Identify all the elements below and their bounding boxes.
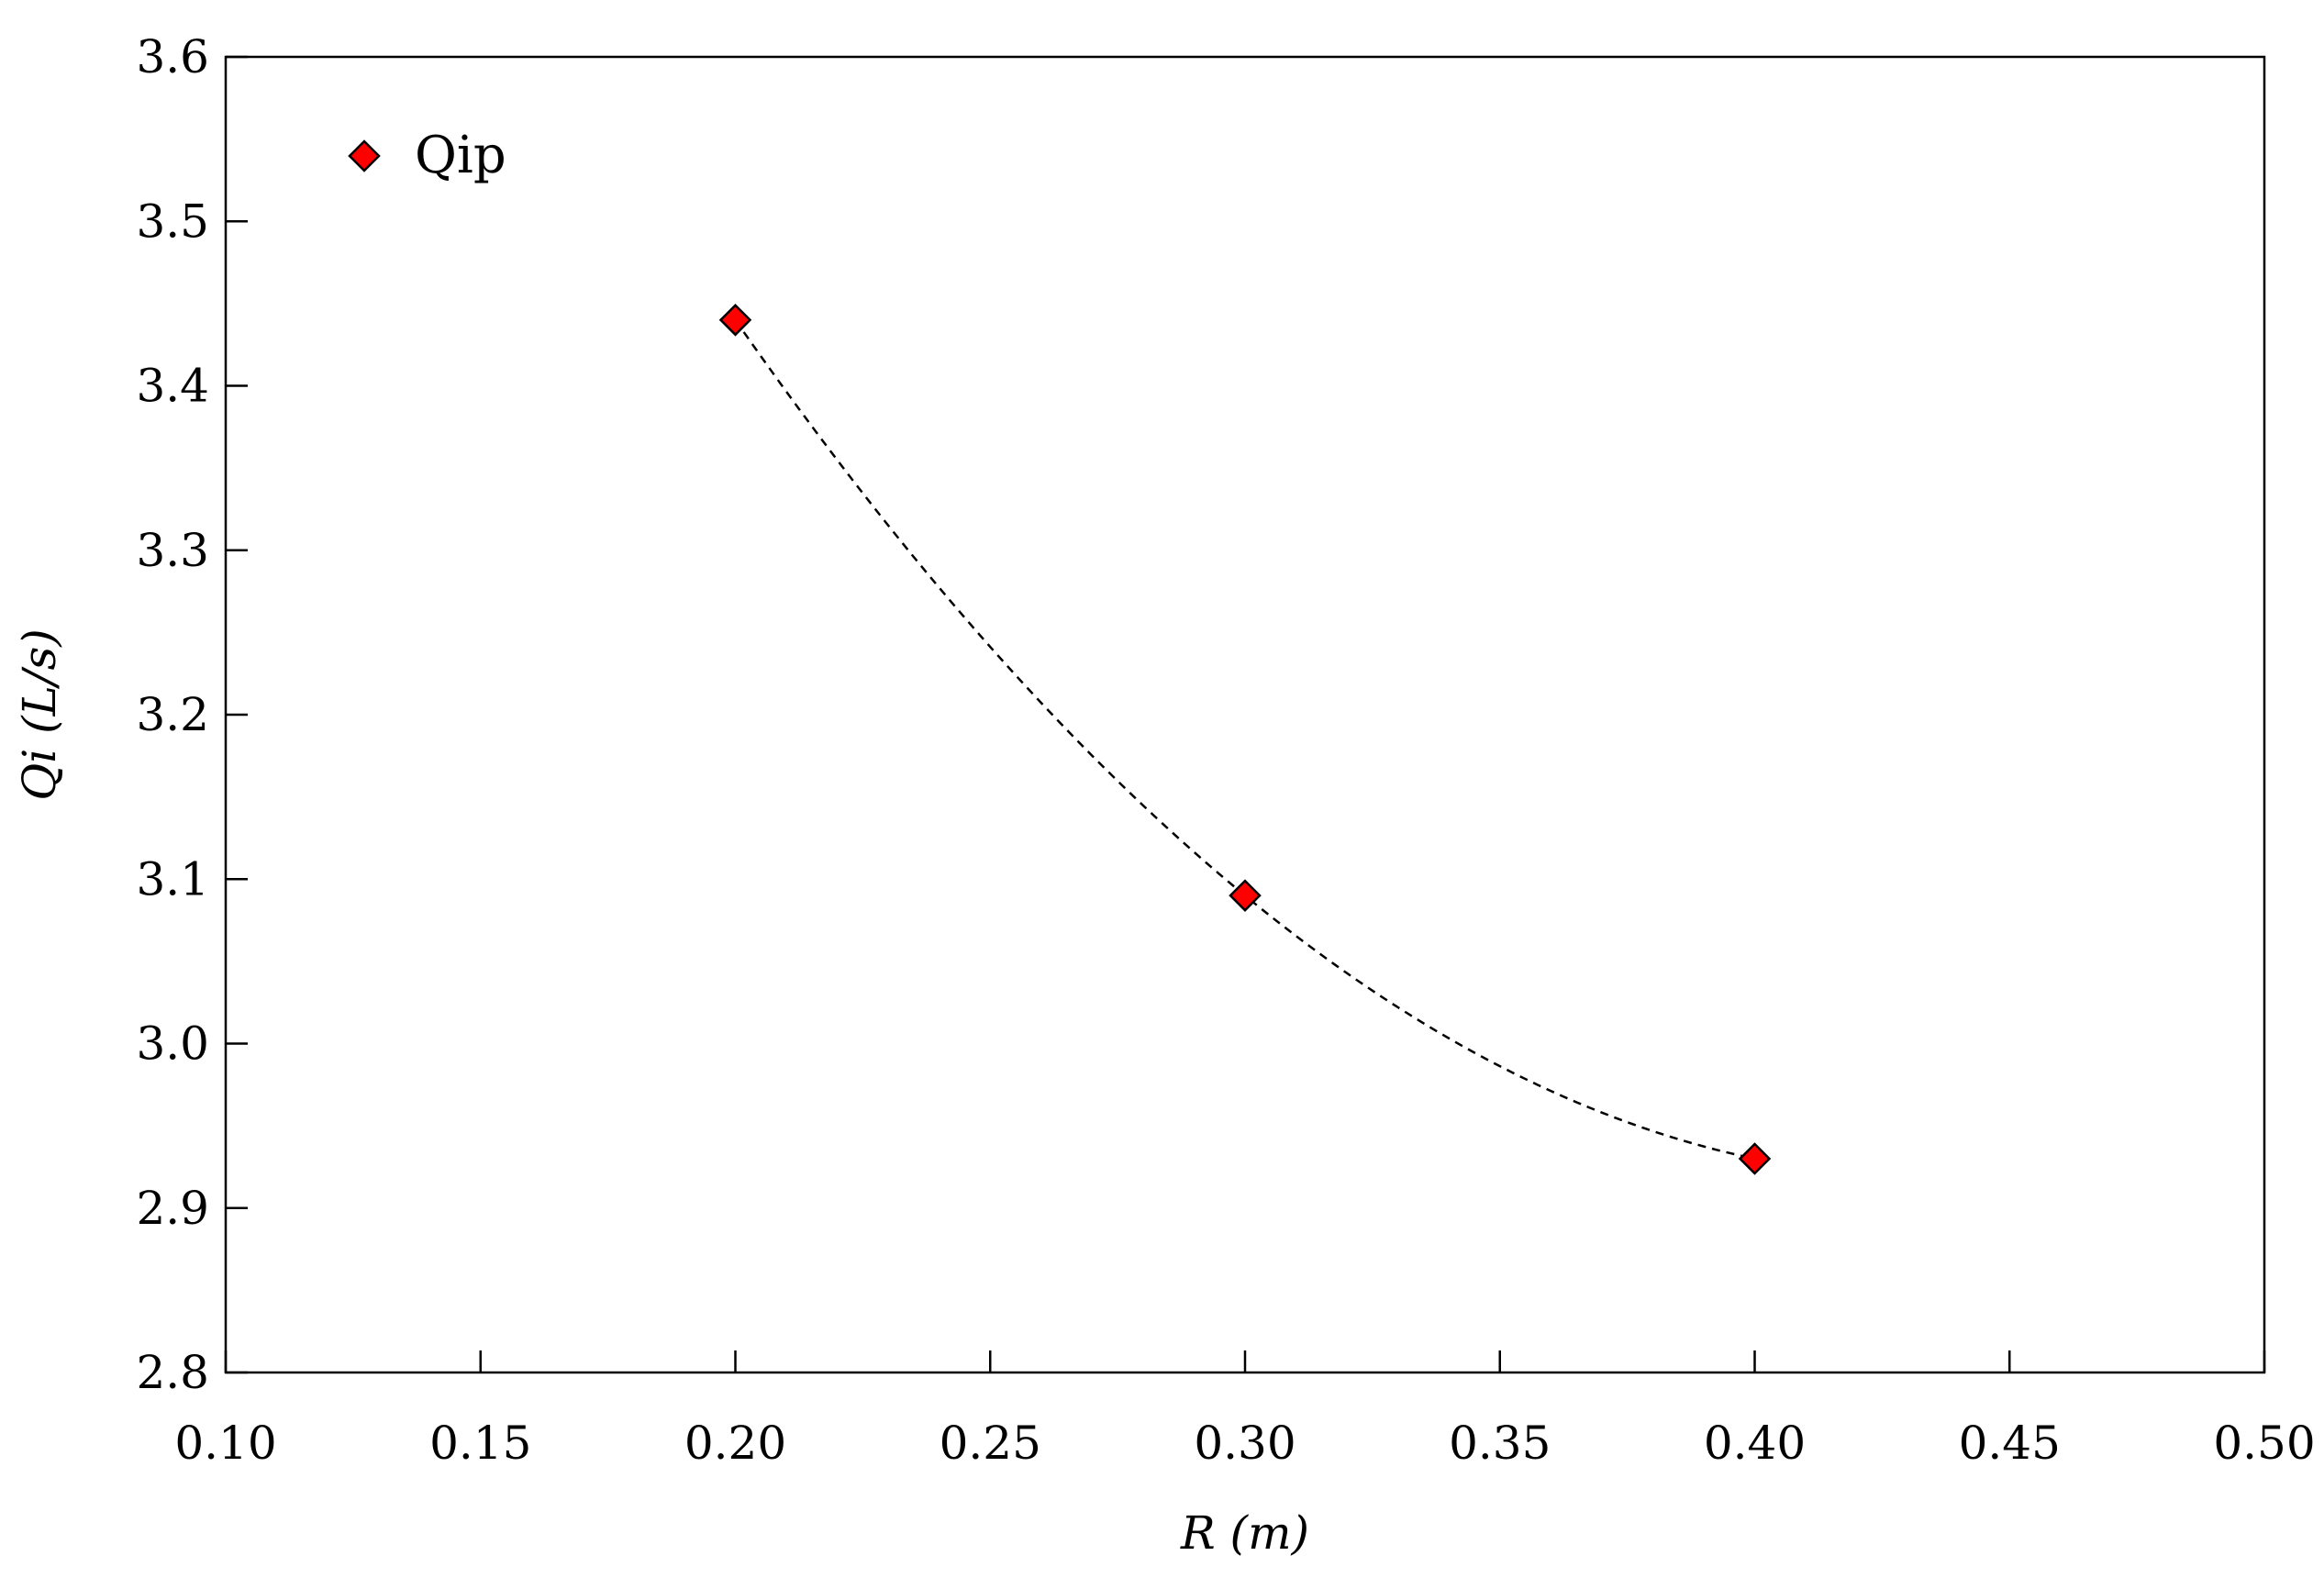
- trendline-group: [734, 319, 1755, 1161]
- y-tick-label: 3.6: [136, 30, 209, 83]
- plot-area-frame: [224, 55, 2266, 1374]
- y-tick-label: 2.9: [136, 1182, 209, 1235]
- y-axis: 2.8 2.9 3.0 3.1 3.2 3.3 3.4 3.5 3.6: [136, 30, 248, 1399]
- x-tick-label: 0.50: [2213, 1417, 2315, 1470]
- y-tick-label: 3.2: [136, 688, 209, 741]
- data-point: [1738, 1142, 1772, 1175]
- y-axis-title: Qi (L/s): [13, 628, 66, 801]
- x-tick-label: 0.35: [1449, 1417, 1551, 1470]
- x-tick-label: 0.10: [174, 1417, 276, 1470]
- trendline: [734, 319, 1755, 1161]
- y-tick-label: 3.5: [136, 194, 209, 248]
- x-tick-label: 0.45: [1959, 1417, 2061, 1470]
- data-point: [718, 304, 752, 337]
- y-tick-label: 3.4: [136, 360, 209, 413]
- x-tick-label: 0.30: [1194, 1417, 1295, 1470]
- y-tick-label: 3.3: [136, 524, 209, 577]
- x-tick-label: 0.40: [1704, 1417, 1806, 1470]
- y-tick-label: 3.0: [136, 1017, 209, 1071]
- data-point: [1229, 879, 1262, 912]
- x-tick-label: 0.25: [940, 1417, 1041, 1470]
- x-tick-label: 0.15: [429, 1417, 531, 1470]
- legend: Qip: [348, 126, 506, 185]
- x-tick-label: 0.20: [684, 1417, 786, 1470]
- x-axis-title: R (m): [1180, 1506, 1309, 1560]
- legend-label: Qip: [415, 126, 506, 185]
- plot-frame-group: [224, 55, 2266, 1374]
- y-tick-label: 3.1: [136, 852, 209, 906]
- x-axis: 0.10 0.15 0.20 0.25 0.30 0.35 0.40 0.45 0.50: [174, 1350, 2316, 1470]
- legend-marker-diamond-icon: [348, 139, 381, 172]
- data-points: [718, 304, 1772, 1175]
- y-tick-label: 2.8: [136, 1346, 209, 1399]
